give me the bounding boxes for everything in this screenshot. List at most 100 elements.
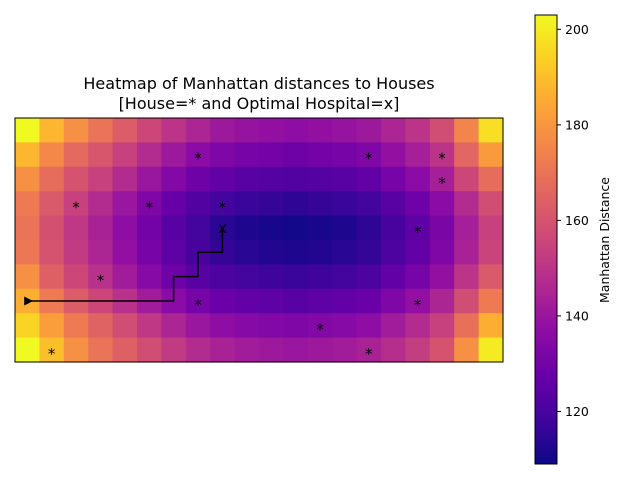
route-path [24,227,224,306]
house-marker: * [48,345,56,363]
heatmap-cell [137,215,162,241]
heatmap-cell [405,142,431,168]
heatmap-cell [39,191,65,217]
heatmap-cell [356,191,382,217]
heatmap-cell [356,264,382,290]
heatmap-cell [429,337,455,363]
heatmap-cell [161,166,187,192]
heatmap-cell [259,215,284,241]
house-marker: * [145,198,153,216]
heatmap-cell [332,313,358,339]
heatmap-cell [210,337,236,363]
heatmap-cell [234,118,260,143]
heatmap-cell [63,264,89,290]
heatmap-cell [283,313,309,339]
heatmap-cell [234,215,260,241]
heatmap-cell [405,264,431,290]
heatmap-cell [39,215,65,241]
heatmap-cell [332,337,358,363]
heatmap-cell [185,215,211,241]
heatmap-cell [210,264,236,290]
heatmap-cell [210,288,236,314]
heatmap-cell [454,142,480,168]
heatmap-cell [234,142,260,168]
heatmap-cell [210,166,236,192]
heatmap-cell [39,313,65,339]
heatmap-cell [137,118,162,143]
heatmap-cell [161,191,187,217]
hospital-marker: x [218,219,227,237]
house-marker: * [194,150,202,168]
heatmap-cell [15,191,40,217]
heatmap-cell [381,337,406,363]
heatmap [15,118,504,363]
heatmap-cell [185,313,211,339]
heatmap-cell [210,313,236,339]
heatmap-cell [307,215,333,241]
heatmap-cell [381,264,406,290]
heatmap-cell [307,313,333,339]
heatmap-cell [63,118,89,143]
heatmap-cell [15,337,40,363]
heatmap-cell [234,240,260,265]
heatmap-cell [283,118,309,143]
heatmap-cell [454,337,480,363]
heatmap-cell [15,215,40,241]
house-marker: * [414,296,422,314]
heatmap-cell [307,337,333,363]
heatmap-cell [332,118,358,143]
heatmap-cell [15,264,40,290]
heatmap-frame [14,117,504,363]
heatmap-cell [161,142,187,168]
heatmap-cell [283,215,309,241]
heatmap-cell [478,264,504,290]
heatmap-cell [405,166,431,192]
heatmap-cell [112,191,138,217]
heatmap-cell [332,166,358,192]
heatmap-cell [381,240,406,265]
chart-title-line2: [House=* and Optimal Hospital=x] [119,94,400,113]
heatmap-cell [63,142,89,168]
heatmap-cell [39,142,65,168]
heatmap-cell [478,215,504,241]
heatmap-cell [259,191,284,217]
heatmap-cell [283,288,309,314]
heatmap-cell [112,313,138,339]
colorbar-label: Manhattan Distance [597,177,612,303]
heatmap-cell [429,166,455,192]
heatmap-cell [405,191,431,217]
heatmap-cell [429,191,455,217]
heatmap-cell [63,240,89,265]
heatmap-cell [283,166,309,192]
heatmap-cell [429,288,455,314]
heatmap-cell [112,215,138,241]
heatmap-cell [185,288,211,314]
heatmap-cell [283,240,309,265]
heatmap-cell [112,240,138,265]
heatmap-cell [63,337,89,363]
heatmap-cell [259,118,284,143]
heatmap-cell [234,166,260,192]
markers: * * * * * * * * * * * * * * x [48,150,446,363]
heatmap-cell [137,313,162,339]
heatmap-cell [15,142,40,168]
heatmap-cell [454,288,480,314]
colorbar-tick-label: 180 [565,117,589,132]
heatmap-cell [356,215,382,241]
heatmap-cell [381,118,406,143]
heatmap-cell [405,240,431,265]
heatmap-cell [63,191,89,217]
heatmap-cell [39,166,65,192]
heatmap-cell [356,313,382,339]
house-marker: * [365,345,373,363]
heatmap-cell [356,166,382,192]
heatmap-cell [429,313,455,339]
heatmap-cell [15,166,40,192]
heatmap-cell [112,142,138,168]
heatmap-cell [478,142,504,168]
heatmap-cell [283,264,309,290]
heatmap-cell [356,240,382,265]
heatmap-cell [307,264,333,290]
heatmap-cell [137,166,162,192]
heatmap-cell [63,166,89,192]
